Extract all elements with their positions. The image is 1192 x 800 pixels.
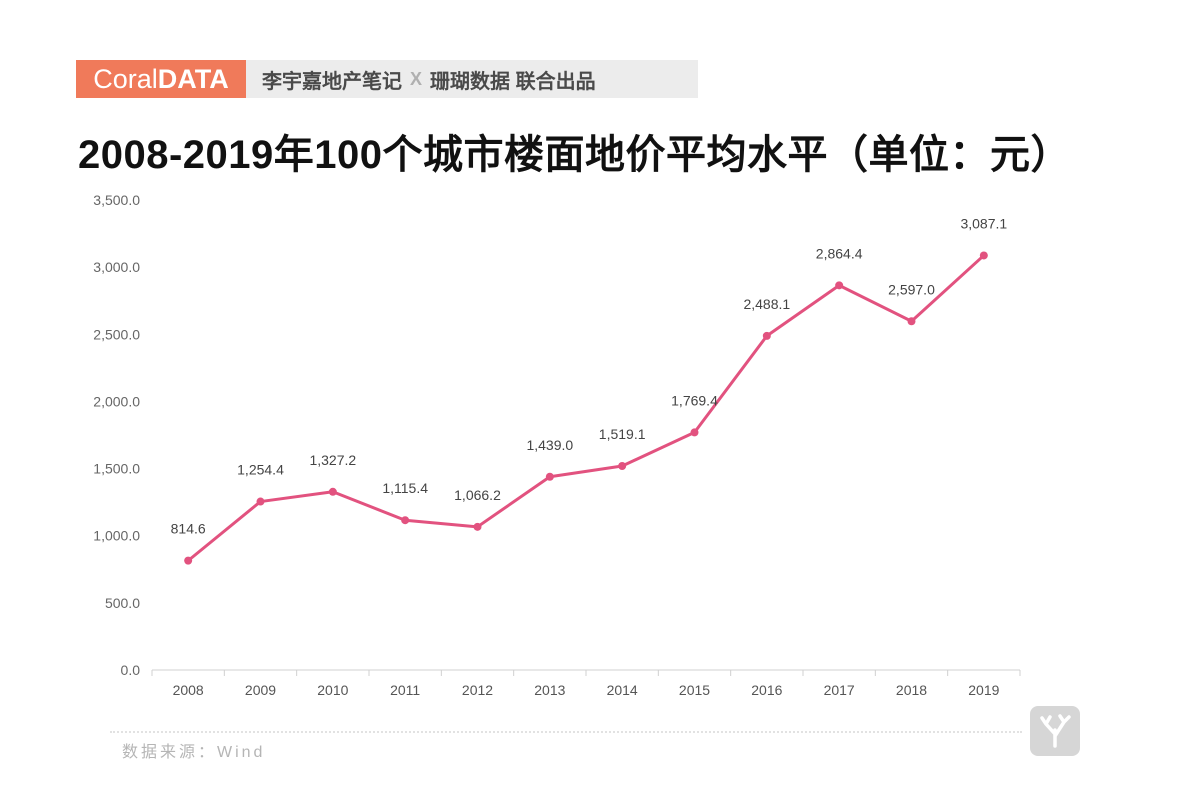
data-point [618,462,627,471]
x-tick-label: 2019 [968,682,999,698]
brand-light-text: Coral [93,63,158,94]
producer-x: X [410,68,423,89]
data-label: 814.6 [171,521,206,537]
data-label: 1,439.0 [526,437,573,453]
y-tick-label: 1,500.0 [93,461,140,477]
data-label: 1,066.2 [454,487,501,503]
coraldata-logo: Coral DATA [76,60,246,98]
y-tick-label: 1,000.0 [93,528,140,544]
data-point [835,281,844,290]
data-point [907,317,916,326]
data-label: 1,327.2 [309,452,356,468]
x-tick-label: 2008 [173,682,204,698]
data-point [256,497,265,506]
x-tick-label: 2015 [679,682,710,698]
data-point [690,428,699,437]
x-tick-label: 2014 [607,682,638,698]
data-label: 1,519.1 [599,426,646,442]
data-label: 1,254.4 [237,462,284,478]
data-label: 2,864.4 [816,245,863,261]
producer-credit: 李宇嘉地产笔记 X 珊瑚数据 联合出品 [262,60,596,98]
x-tick-label: 2013 [534,682,565,698]
brand-bold-text: DATA [157,63,229,94]
header-bar: Coral DATA 李宇嘉地产笔记 X 珊瑚数据 联合出品 [76,60,698,98]
data-point [762,331,771,340]
x-tick-label: 2011 [390,682,420,698]
data-point [401,516,410,525]
y-tick-label: 2,000.0 [93,393,140,409]
data-label: 2,488.1 [743,296,790,312]
x-tick-label: 2010 [317,682,348,698]
x-tick-label: 2012 [462,682,493,698]
x-tick-label: 2018 [896,682,927,698]
data-label: 3,087.1 [960,215,1007,231]
y-tick-label: 500.0 [105,595,140,611]
x-tick-label: 2017 [824,682,855,698]
data-point [184,556,193,565]
footer-divider [110,731,1022,733]
x-tick-label: 2016 [751,682,782,698]
series-line [187,254,985,562]
x-tick-label: 2009 [245,682,276,698]
data-label: 1,115.4 [382,480,428,496]
chart-title: 2008-2019年100个城市楼面地价平均水平（单位：元） [78,133,1072,177]
producer-a: 李宇嘉地产笔记 [262,70,402,93]
data-point [328,487,337,496]
data-point [473,522,482,531]
y-tick-label: 2,500.0 [93,326,140,342]
data-label: 1,769.4 [671,392,718,408]
data-point [545,472,554,481]
y-tick-label: 0.0 [121,662,141,678]
data-point [979,251,988,260]
data-label: 2,597.0 [888,281,935,297]
watermark-logo [1030,706,1080,756]
producer-b: 珊瑚数据 联合出品 [430,70,596,93]
y-tick-label: 3,000.0 [93,259,140,275]
source-note: 数据来源：Wind [122,744,266,761]
y-tick-label: 3,500.0 [93,192,140,208]
